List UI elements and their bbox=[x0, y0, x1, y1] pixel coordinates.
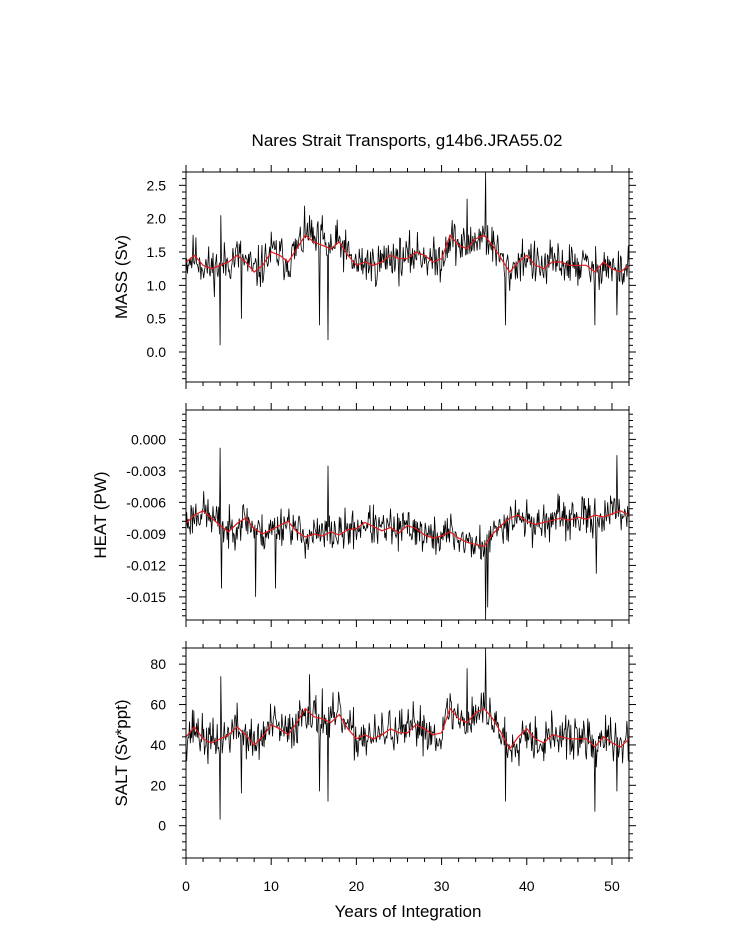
mass-smoothed-line bbox=[186, 234, 629, 274]
heat-panel: 0.000 -0.003 -0.006 -0.009 -0.012 -0.015 HEAT … bbox=[91, 403, 636, 627]
heat-y-tick-label: -0.012 bbox=[126, 557, 166, 573]
x-tick-labels: 0 10 20 30 40 50 bbox=[182, 878, 620, 894]
x-axis-label: Years of Integration bbox=[335, 902, 482, 921]
x-tick-label: 20 bbox=[349, 878, 365, 894]
heat-monthly-line bbox=[186, 447, 629, 620]
heat-smoothed-line bbox=[186, 510, 629, 548]
mass-y-tick-label: 2.5 bbox=[147, 177, 167, 193]
mass-y-tick-label: 0.0 bbox=[147, 344, 167, 360]
salt-y-tick-label: 20 bbox=[150, 777, 166, 793]
x-tick-label: 50 bbox=[604, 878, 620, 894]
mass-y-tick-label: 2.0 bbox=[147, 211, 167, 227]
x-tick-label: 40 bbox=[519, 878, 535, 894]
mass-y-axis-label: MASS (Sv) bbox=[112, 235, 131, 319]
mass-monthly-line bbox=[186, 172, 629, 346]
mass-y-tick-label: 0.5 bbox=[147, 311, 167, 327]
mass-panel: 0.0 0.5 1.0 1.5 2.0 2.5 MASS (Sv) bbox=[112, 165, 636, 389]
heat-y-tick-label: -0.015 bbox=[126, 589, 166, 605]
salt-y-tick-label: 0 bbox=[158, 818, 166, 834]
salt-y-tick-label: 40 bbox=[150, 737, 166, 753]
salt-y-tick-label: 60 bbox=[150, 697, 166, 713]
mass-plot-frame bbox=[185, 171, 630, 383]
heat-y-tick-label: 0.000 bbox=[131, 431, 166, 447]
heat-y-tick-label: -0.003 bbox=[126, 463, 166, 479]
heat-y-tick-label: -0.006 bbox=[126, 494, 166, 510]
salt-smoothed-line bbox=[186, 707, 629, 751]
heat-y-tick-label: -0.009 bbox=[126, 526, 166, 542]
salt-panel: 0 20 40 60 80 SALT (Sv*ppt) bbox=[112, 641, 636, 865]
x-tick-label: 30 bbox=[434, 878, 450, 894]
x-tick-label: 10 bbox=[263, 878, 279, 894]
salt-y-axis-label: SALT (Sv*ppt) bbox=[112, 699, 131, 806]
x-tick-label: 0 bbox=[182, 878, 190, 894]
salt-monthly-line bbox=[186, 648, 629, 820]
heat-y-axis-label: HEAT (PW) bbox=[91, 471, 110, 558]
mass-y-tick-label: 1.5 bbox=[147, 244, 167, 260]
salt-y-tick-label: 80 bbox=[150, 656, 166, 672]
mass-y-tick-label: 1.0 bbox=[147, 277, 167, 293]
chart-title: Nares Strait Transports, g14b6.JRA55.02 bbox=[252, 131, 563, 150]
